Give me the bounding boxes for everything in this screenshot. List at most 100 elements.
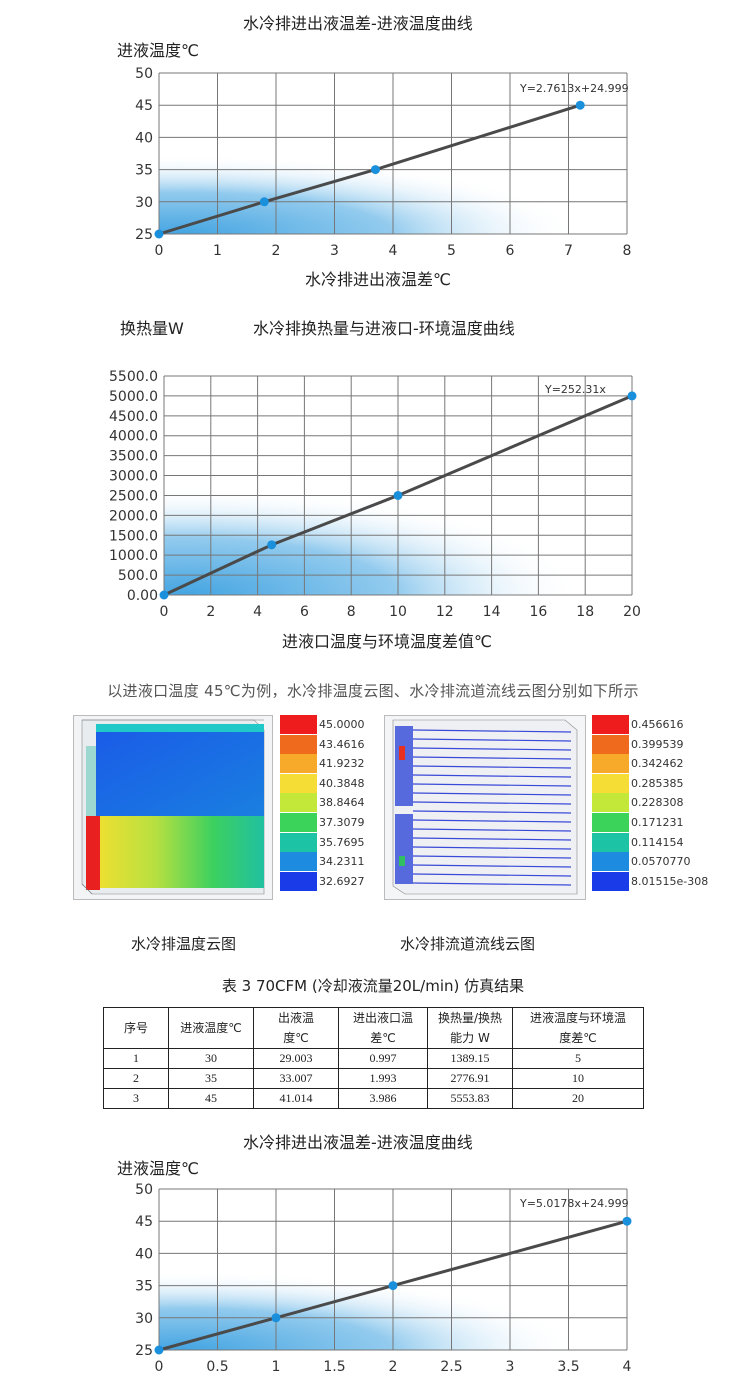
legend-value: 0.342462 — [631, 757, 684, 771]
streamline — [412, 819, 572, 823]
table-row: 2 35 33.007 1.993 2776.91 10 — [103, 1068, 644, 1089]
temperature-contour-figure: 45.0000 43.4616 41.9232 40.3848 38.8464 37.30… — [0, 700, 746, 960]
x-tick-label: 3 — [330, 243, 339, 259]
x-tick-label: 0 — [160, 604, 169, 620]
table-cell: 5553.83 — [427, 1088, 513, 1109]
table-header-row: 序号 进液温度℃ 出液温 度℃ 进出液口温 差℃ 换热量/换热 能力 W 进液温度与环… — [103, 1007, 644, 1049]
series-line — [158, 103, 581, 236]
table-title: 表 3 70CFM (冷却液流量20L/min) 仿真结果 — [221, 977, 525, 995]
data-point — [154, 1345, 164, 1355]
x-tick-label: 3.5 — [557, 1359, 579, 1375]
x-tick-label: 3 — [506, 1359, 515, 1375]
data-point — [627, 391, 637, 401]
legend-value: 37.3079 — [319, 816, 365, 829]
x-tick-label: 7 — [564, 243, 573, 259]
legend-swatch — [592, 793, 629, 813]
table-cell: 2 — [103, 1068, 169, 1089]
results-table: 序号 进液温度℃ 出液温 度℃ 进出液口温 差℃ 换热量/换热 能力 W 进液温度与环… — [103, 1007, 644, 1109]
streamline-image — [384, 715, 586, 900]
table-cell: 33.007 — [253, 1068, 339, 1089]
table-header-cell: 换热量/换热 能力 W — [427, 1007, 513, 1049]
series-line — [163, 394, 633, 597]
x-tick-label: 1 — [272, 1359, 281, 1375]
y-tick-label: 2000.0 — [109, 508, 158, 524]
temperature-contour-caption: 水冷排温度云图 — [131, 935, 237, 953]
streamline — [412, 828, 572, 832]
x-tick-label: 2 — [272, 243, 281, 259]
y-tick-label: 1000.0 — [109, 548, 158, 564]
legend-value: 40.3848 — [319, 776, 365, 790]
data-point — [259, 197, 269, 207]
streamline — [412, 855, 572, 859]
series-line — [158, 1219, 628, 1352]
y-tick-label: 4500.0 — [109, 409, 158, 425]
x-tick-label: 18 — [576, 604, 594, 620]
chart-2-plot: 0.00 500.0 1000.0 1500.0 2000.0 2500.0 3000.0 3… — [109, 369, 641, 620]
y-tick-label: 45 — [135, 1214, 153, 1230]
table-header-cell: 进出液口温 差℃ — [338, 1007, 428, 1049]
simulation-intro: 以进液口温度 45℃为例，水冷排温度云图、水冷排流道流线云图分别如下所示 — [107, 682, 639, 700]
x-tick-label: 1 — [213, 243, 222, 259]
streamline — [412, 783, 572, 787]
legend-value: 0.114154 — [631, 835, 684, 849]
legend-value: 0.285385 — [631, 776, 684, 790]
legend-swatch — [592, 754, 629, 774]
chart-1: 水冷排进出液温差-进液温度曲线 进液温度℃ 25 30 35 40 45 50 0 1 2 3 4 5… — [0, 0, 746, 300]
x-tick-label: 20 — [623, 604, 641, 620]
legend-value: 45.0000 — [319, 718, 365, 731]
table-cell: 1.993 — [338, 1068, 428, 1089]
y-tick-label: 30 — [135, 1311, 153, 1327]
chart-3-ylabel: 进液温度℃ — [117, 1159, 199, 1178]
data-point — [159, 590, 169, 600]
streamline — [412, 792, 572, 796]
legend-value: 34.2311 — [319, 855, 365, 869]
data-point — [575, 100, 585, 110]
legend-swatch — [592, 773, 629, 793]
data-point — [267, 540, 277, 550]
legend-value: 8.01515e-308 — [631, 874, 709, 888]
streamline — [412, 873, 572, 877]
legend-swatch — [280, 813, 317, 832]
table-cell: 5 — [512, 1048, 644, 1069]
legend-swatch — [280, 852, 317, 872]
table-cell: 29.003 — [253, 1048, 339, 1069]
data-point — [154, 229, 164, 239]
x-tick-label: 0 — [155, 1359, 164, 1375]
trendline-equation: Y=5.0178x+24.999 — [519, 1197, 629, 1210]
table-cell: 3.986 — [338, 1088, 428, 1109]
table-cell: 35 — [168, 1068, 254, 1089]
streamline — [412, 774, 572, 778]
x-tick-label: 6 — [300, 604, 309, 620]
legend-swatch — [280, 734, 317, 754]
streamline — [412, 864, 572, 868]
table-header-cell: 出液温 度℃ — [253, 1007, 339, 1049]
y-tick-label: 50 — [135, 66, 153, 82]
table-cell: 3 — [103, 1088, 169, 1109]
background-gradient — [159, 1261, 604, 1350]
table-cell: 0.997 — [338, 1048, 428, 1069]
table-cell: 2776.91 — [427, 1068, 513, 1089]
legend-swatch — [280, 871, 317, 891]
streamline — [412, 810, 572, 814]
y-tick-label: 35 — [135, 1279, 153, 1295]
legend-value: 41.9232 — [319, 757, 365, 771]
y-tick-label: 40 — [135, 1246, 153, 1262]
y-tick-label: 1500.0 — [109, 528, 158, 544]
x-tick-label: 4 — [253, 604, 262, 620]
streamline — [412, 756, 572, 760]
x-tick-label: 4 — [389, 243, 398, 259]
x-tick-label: 2 — [389, 1359, 398, 1375]
streamline — [412, 837, 572, 841]
y-tick-label: 25 — [135, 1343, 153, 1359]
x-tick-label: 2 — [206, 604, 215, 620]
data-point — [393, 490, 403, 500]
legend-swatch — [592, 832, 629, 852]
legend-swatch — [592, 871, 629, 891]
chart-3-title: 水冷排进出液温差-进液温度曲线 — [243, 1133, 473, 1152]
streamline — [412, 801, 572, 805]
x-tick-label: 8 — [623, 243, 632, 259]
x-tick-label: 2.5 — [440, 1359, 462, 1375]
y-tick-label: 25 — [135, 227, 153, 243]
table-cell: 1389.15 — [427, 1048, 513, 1069]
x-tick-label: 1.5 — [323, 1359, 345, 1375]
